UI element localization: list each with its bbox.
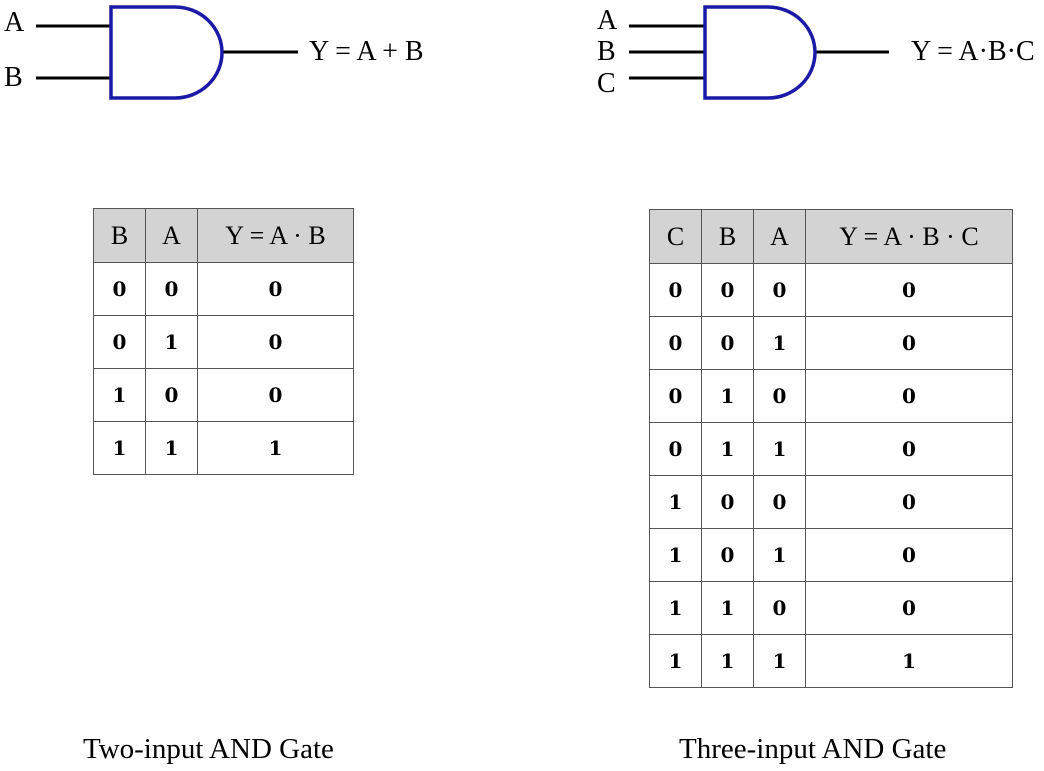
gate2-output-label: Y = A + B	[309, 36, 424, 67]
table-cell: 0	[197, 315, 354, 369]
table-row: 0 1 0 0	[649, 369, 1013, 423]
table-cell: 1	[93, 421, 146, 475]
table-cell: 0	[753, 369, 806, 423]
table-cell: 0	[701, 316, 754, 370]
table-cell: 1	[197, 421, 354, 475]
table-row: 1 0 1 0	[649, 528, 1013, 582]
table-cell: 1	[701, 581, 754, 635]
table-cell: 0	[805, 369, 1013, 423]
gate3-input-c-label: C	[597, 68, 616, 99]
table-row: 0 0 0	[93, 262, 354, 316]
table-cell: 1	[701, 634, 754, 688]
table-cell: 0	[805, 581, 1013, 635]
table-cell: 0	[753, 581, 806, 635]
table-cell: 0	[805, 528, 1013, 582]
table3-header-a: A	[753, 209, 806, 264]
table-cell: 0	[805, 475, 1013, 529]
table-row: 0 1 0	[93, 315, 354, 369]
table3-header-c: C	[649, 209, 702, 264]
table-cell: 0	[649, 369, 702, 423]
table-cell: 0	[145, 368, 198, 422]
and-gate-3-body	[703, 5, 817, 100]
table-cell: 1	[805, 634, 1013, 688]
table-cell: 1	[753, 316, 806, 370]
table-row: 1 1 1 1	[649, 634, 1013, 688]
table-cell: 1	[753, 528, 806, 582]
table2-header-a: A	[145, 208, 198, 263]
table-row: 0 1 1 0	[649, 422, 1013, 476]
table-cell: 1	[753, 634, 806, 688]
table-row: 1 1 1	[93, 421, 354, 475]
table2-header-b: B	[93, 208, 146, 263]
caption-three-input: Three-input AND Gate	[679, 733, 947, 765]
table-cell: 1	[701, 422, 754, 476]
table-cell: 1	[649, 475, 702, 529]
table-cell: 1	[145, 315, 198, 369]
table-cell: 0	[805, 316, 1013, 370]
caption-two-input: Two-input AND Gate	[83, 733, 334, 765]
table-cell: 1	[649, 634, 702, 688]
table3-header-y: Y = A · B · C	[805, 209, 1013, 264]
table-cell: 0	[805, 263, 1013, 317]
table-cell: 0	[145, 262, 198, 316]
table3-header-b: B	[701, 209, 754, 264]
table-cell: 1	[649, 581, 702, 635]
table-cell: 1	[701, 369, 754, 423]
truth-table-2-input: B A Y = A · B 0 0 0 0 1 0 1 0 0 1 1 1	[93, 208, 354, 475]
table-cell: 0	[805, 422, 1013, 476]
table2-header-y: Y = A · B	[197, 208, 354, 263]
table-cell: 0	[753, 475, 806, 529]
table-cell: 0	[197, 262, 354, 316]
table-row: 1 0 0	[93, 368, 354, 422]
table-cell: 1	[93, 368, 146, 422]
gate2-input-a-label: A	[4, 7, 25, 38]
table-cell: 1	[753, 422, 806, 476]
gate3-output-label: Y = A·B·C	[911, 36, 1035, 67]
table-cell: 0	[649, 263, 702, 317]
table-cell: 0	[197, 368, 354, 422]
and-gate-2-body	[109, 5, 224, 100]
table-row: 0 0 1 0	[649, 316, 1013, 370]
table-cell: 0	[753, 263, 806, 317]
table-cell: 1	[145, 421, 198, 475]
table-row: 1 1 0 0	[649, 581, 1013, 635]
table-row: 0 0 0 0	[649, 263, 1013, 317]
table-cell: 0	[93, 262, 146, 316]
table-cell: 0	[649, 316, 702, 370]
table-cell: 0	[701, 263, 754, 317]
gate3-input-b-label: B	[597, 36, 616, 67]
gate2-input-b-label: B	[4, 62, 23, 93]
table-cell: 0	[701, 528, 754, 582]
table-cell: 0	[649, 422, 702, 476]
table-row: 1 0 0 0	[649, 475, 1013, 529]
truth-table-3-input: C B A Y = A · B · C 0 0 0 0 0 0 1 0 0 1 …	[649, 209, 1013, 688]
table-cell: 0	[93, 315, 146, 369]
gate3-input-a-label: A	[597, 5, 618, 36]
table-cell: 1	[649, 528, 702, 582]
table-cell: 0	[701, 475, 754, 529]
